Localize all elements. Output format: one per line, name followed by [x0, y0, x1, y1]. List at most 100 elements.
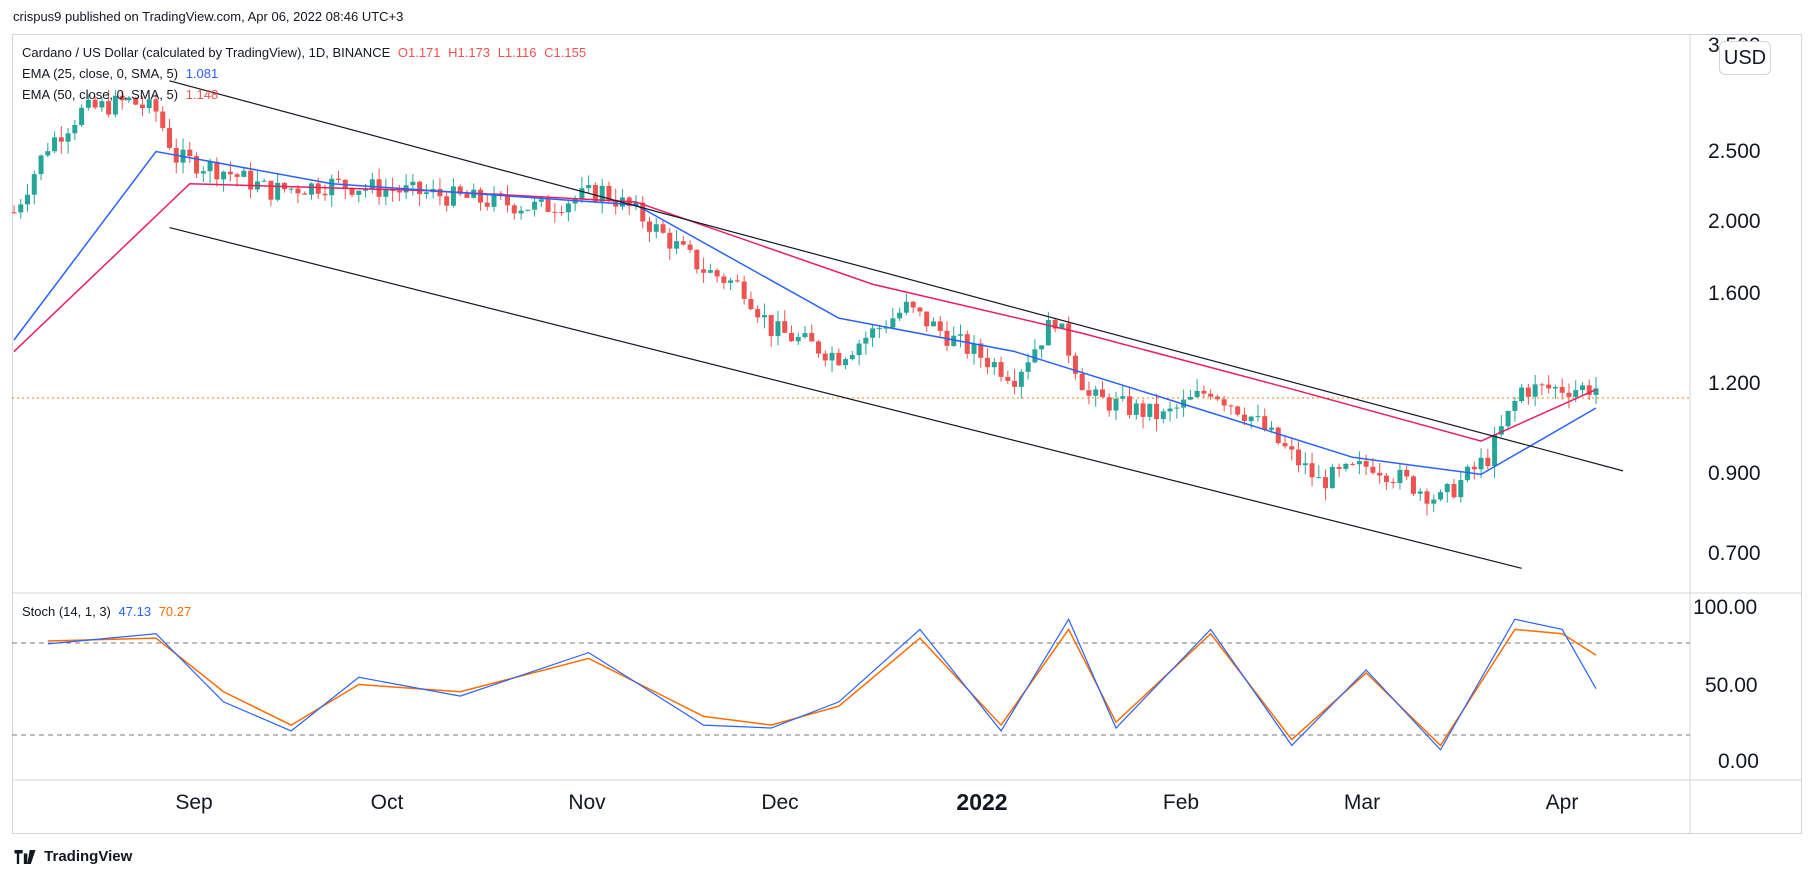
candle-body: [1404, 469, 1410, 477]
candle-body: [1329, 466, 1335, 489]
candle-body: [1255, 416, 1261, 418]
candle-body: [565, 203, 571, 213]
candle-body: [376, 179, 382, 197]
candle-body: [991, 362, 997, 368]
candle-body: [315, 183, 321, 194]
candle-body: [788, 332, 794, 342]
candle-body: [1268, 427, 1274, 430]
candle-body: [883, 327, 889, 329]
candle-body: [1045, 319, 1051, 346]
candle-body: [538, 199, 544, 202]
month-label: Mar: [1343, 791, 1381, 814]
month-label: Nov: [568, 791, 606, 814]
candle-body: [261, 180, 267, 182]
candle-body: [1559, 387, 1565, 393]
candle-body: [450, 186, 456, 206]
month-label: Apr: [1545, 791, 1579, 814]
candle-body: [25, 194, 31, 205]
candle-body: [741, 281, 747, 299]
ema50-value: 1.148: [185, 87, 219, 102]
year-label: 2022: [956, 789, 1008, 815]
candle-body: [1113, 398, 1119, 411]
chart-frame: [12, 34, 1802, 834]
candle-body: [1059, 323, 1065, 329]
ema25-legend[interactable]: EMA (25, close, 0, SMA, 5) 1.081: [22, 66, 222, 81]
price-tick: 0.900: [1708, 462, 1761, 485]
candle-body: [1174, 407, 1180, 409]
close-value: C1.155: [544, 45, 587, 60]
candle-body: [234, 174, 240, 177]
candle-body: [1235, 406, 1241, 415]
channel-upper-line: [169, 80, 1624, 472]
candle-body: [809, 333, 815, 342]
candle-body: [1492, 434, 1498, 467]
candle-body: [1519, 387, 1525, 401]
candle-body: [288, 188, 294, 190]
candle-body: [45, 151, 51, 156]
candle-body: [153, 99, 159, 112]
candle-body: [1512, 400, 1518, 411]
stoch-tick: 0.00: [1718, 750, 1759, 773]
candle-body: [1431, 499, 1437, 504]
candle-body: [951, 335, 957, 346]
candle-body: [200, 171, 206, 174]
currency-button[interactable]: USD: [1719, 41, 1771, 75]
symbol-legend[interactable]: Cardano / US Dollar (calculated by Tradi…: [22, 45, 590, 60]
candle-body: [1093, 389, 1099, 396]
candle-body: [985, 357, 991, 368]
candle-body: [369, 179, 375, 189]
ema50-legend[interactable]: EMA (50, close, 0, SMA, 5) 1.148: [22, 87, 222, 102]
candle-body: [477, 189, 483, 203]
candle-body: [464, 193, 470, 198]
price-tick: 2.000: [1708, 210, 1761, 233]
candle-body: [1350, 463, 1356, 465]
candle-body: [146, 99, 152, 109]
candle-body: [85, 99, 91, 108]
candle-body: [599, 185, 605, 202]
month-label: Oct: [370, 791, 404, 814]
footer-brand[interactable]: TradingView: [14, 848, 132, 865]
candle-body: [1465, 466, 1471, 481]
candle-body: [1282, 443, 1288, 447]
candle-body: [1194, 390, 1200, 397]
candle-body: [849, 354, 855, 360]
candle-body: [302, 193, 308, 195]
candle-body: [1390, 482, 1396, 484]
candle-body: [166, 127, 172, 148]
candle-body: [559, 212, 565, 214]
candle-body: [322, 193, 328, 196]
candle-body: [79, 107, 85, 125]
candle-body: [227, 171, 233, 175]
candle-body: [444, 196, 450, 206]
month-label: Feb: [1162, 791, 1200, 814]
candle-body: [38, 155, 44, 175]
candle-body: [1505, 410, 1511, 427]
candle-body: [674, 241, 680, 249]
candle-body: [248, 170, 254, 190]
candle-body: [714, 270, 720, 277]
stoch-tick: 50.00: [1705, 674, 1758, 697]
candle-body: [1296, 449, 1302, 466]
candle-body: [890, 318, 896, 328]
stoch-d-line: [47, 627, 1597, 747]
candle-body: [139, 104, 145, 109]
candle-body: [1302, 463, 1308, 466]
candle-body: [1012, 380, 1018, 387]
candle-body: [734, 280, 740, 282]
candle-body: [214, 161, 220, 180]
candle-body: [1417, 491, 1423, 494]
candle-body: [1127, 396, 1133, 415]
candle-body: [1309, 463, 1315, 478]
candle-body: [775, 321, 781, 337]
candle-body: [1079, 373, 1085, 391]
stoch-legend[interactable]: Stoch (14, 1, 3) 47.13 70.27: [22, 604, 195, 619]
candle-body: [1140, 403, 1146, 417]
candle-body: [1566, 392, 1572, 397]
candle-body: [721, 276, 727, 283]
open-value: O1.171: [397, 45, 441, 60]
candle-body: [1167, 408, 1173, 412]
candle-body: [1424, 491, 1430, 504]
candle-body: [937, 321, 943, 331]
candle-body: [1383, 475, 1389, 483]
